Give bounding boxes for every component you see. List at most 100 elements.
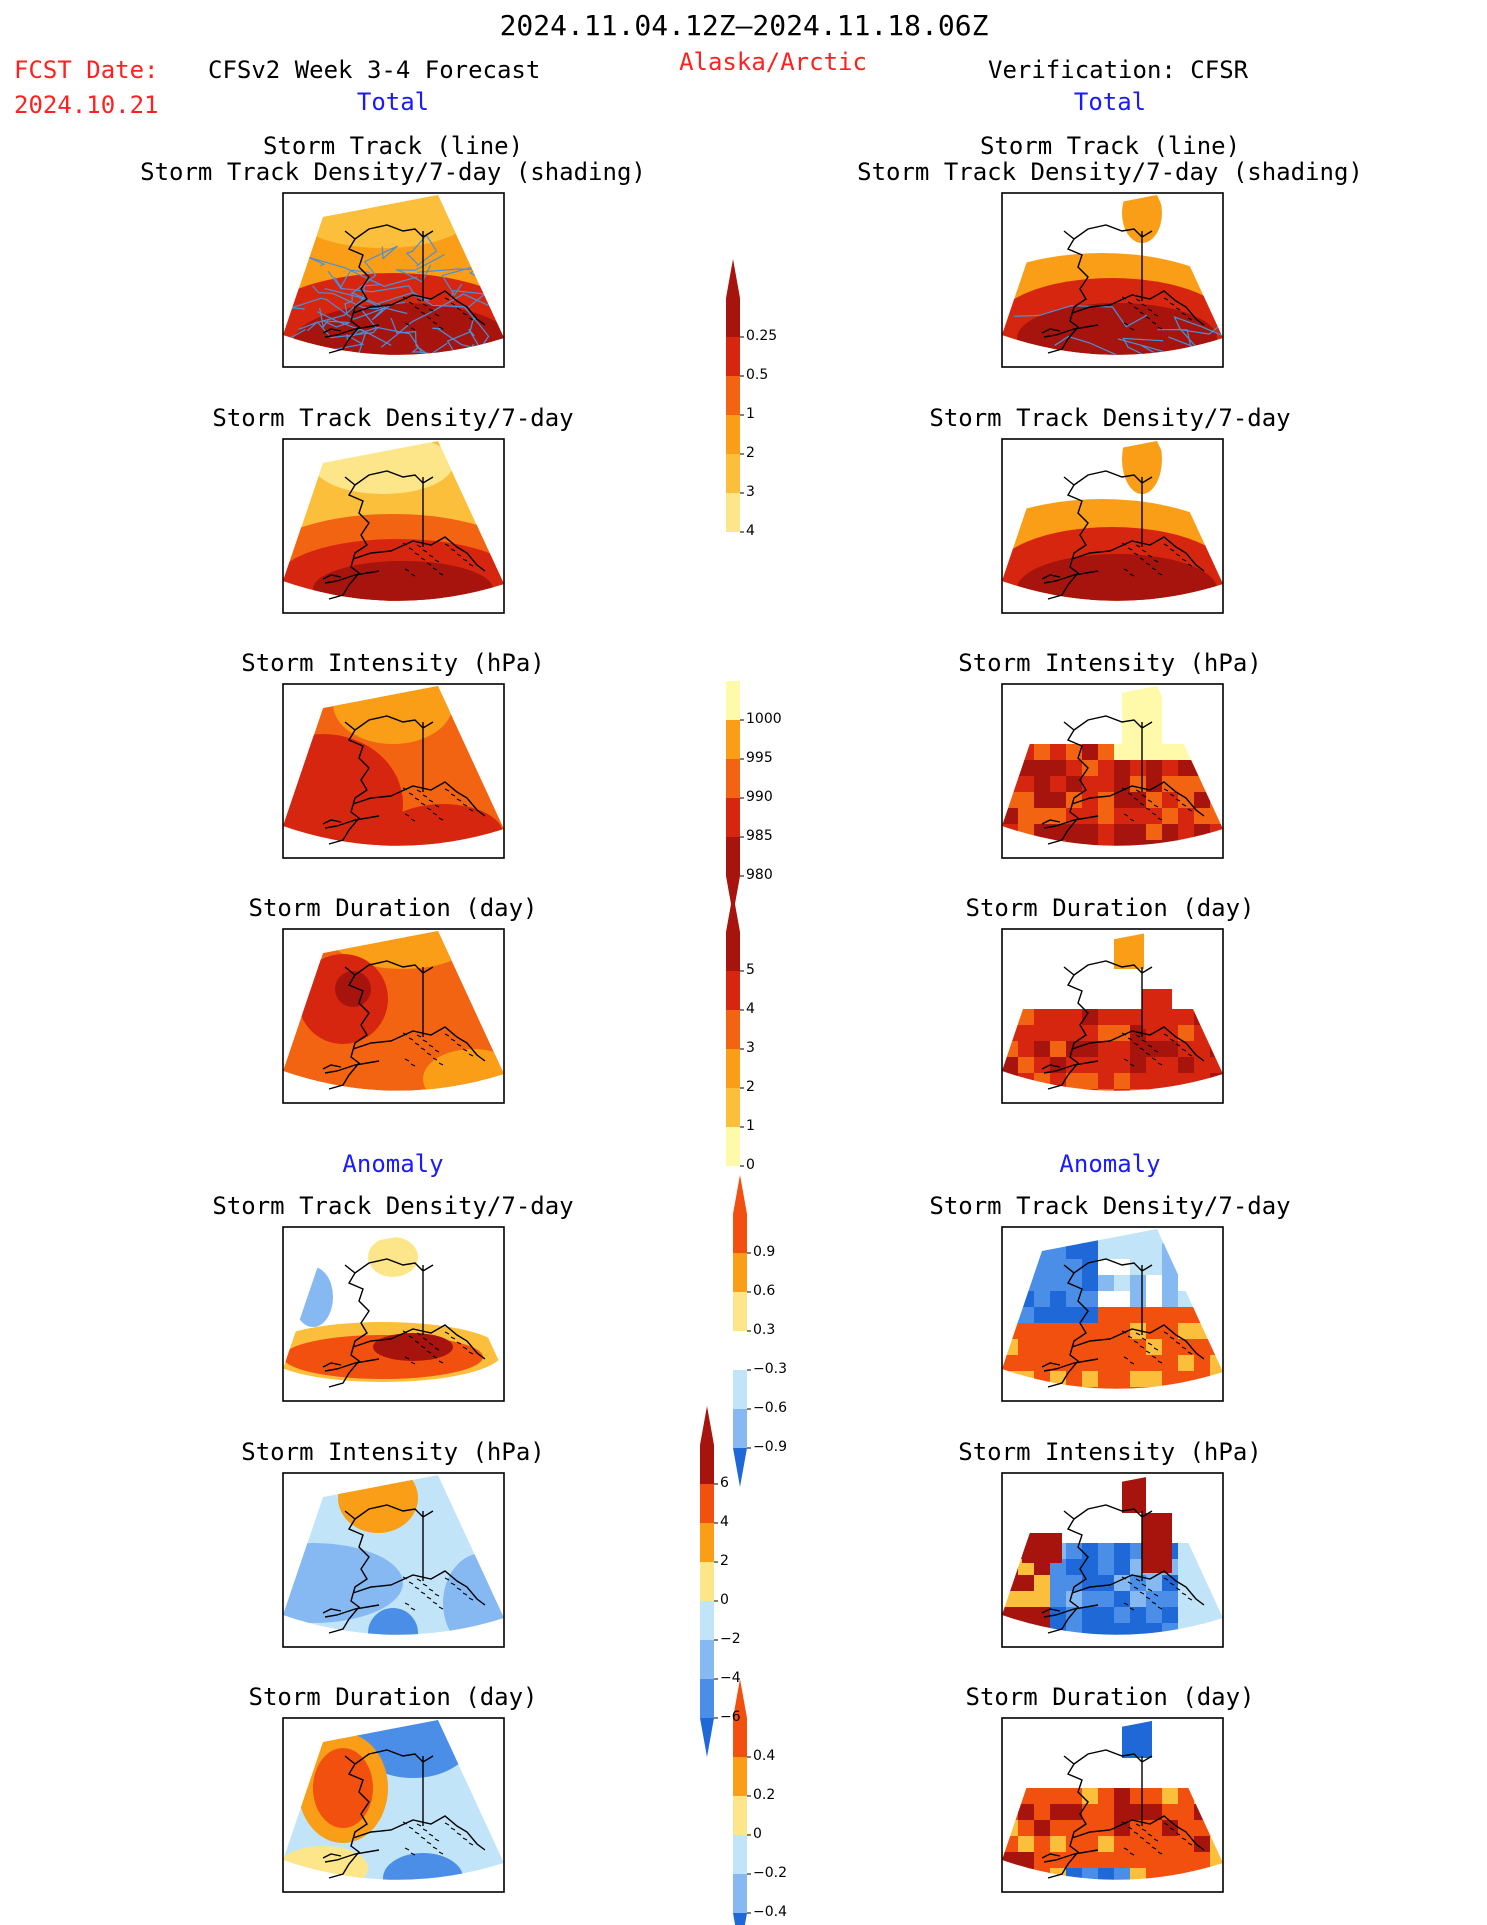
colorbar-segment (726, 493, 740, 532)
colorbar-tick-label: 0.25 (746, 328, 778, 344)
colorbar-intensity (726, 681, 744, 915)
title-l5: Storm Track Density/7-day (212, 1192, 574, 1220)
title-r4: Storm Duration (day) (965, 894, 1255, 922)
title-l1-line: Storm Track (line) (262, 132, 524, 160)
colorbar-segment (726, 1127, 740, 1166)
colorbar-segment (726, 337, 740, 376)
map-verif-density-anom (1001, 1226, 1224, 1402)
colorbar-arrow-top (700, 1406, 714, 1445)
colorbar-tick-label: −4 (720, 1670, 741, 1686)
title-r2: Storm Track Density/7-day (929, 404, 1291, 432)
title-l4: Storm Duration (day) (248, 894, 538, 922)
right-anomaly-label: Anomaly (1059, 1150, 1161, 1178)
colorbar-segment (726, 798, 740, 837)
colorbar-segment (733, 1796, 747, 1835)
date-range-title: 2024.11.04.12Z–2024.11.18.06Z (499, 9, 989, 42)
colorbar-segment (733, 1292, 747, 1331)
colorbar-segment (726, 932, 740, 971)
map-fcst-duration (282, 928, 505, 1104)
title-r5: Storm Track Density/7-day (929, 1192, 1291, 1220)
colorbar-tick-label: 2 (720, 1553, 729, 1569)
colorbar-segment (733, 1835, 747, 1874)
colorbar-segment (700, 1601, 714, 1640)
colorbar-tick-label: 4 (720, 1514, 729, 1530)
colorbar-segment (700, 1445, 714, 1484)
colorbar-tick-label: −0.6 (753, 1400, 787, 1416)
map-verif-density (1001, 438, 1224, 614)
title-l2: Storm Track Density/7-day (212, 404, 574, 432)
colorbar-segment (726, 1010, 740, 1049)
colorbar-tick-label: −0.3 (753, 1361, 787, 1377)
colorbar-tick-label: 4 (746, 1001, 755, 1017)
colorbar-tick-label: 1 (746, 406, 755, 422)
colorbar-segment (733, 1874, 747, 1913)
colorbar-tick-label: −6 (720, 1709, 741, 1725)
map-verif-duration-anom (1001, 1717, 1224, 1893)
colorbar-tick-label: 1 (746, 1118, 755, 1134)
colorbar-tick-label: 0 (753, 1826, 762, 1842)
map-fcst-density (282, 438, 505, 614)
map-fcst-intensity-anom (282, 1472, 505, 1648)
fcst-date: 2024.10.21 (14, 91, 159, 119)
colorbar-segment (733, 1757, 747, 1796)
colorbar-tick-label: 2 (746, 445, 755, 461)
colorbar-segment (726, 454, 740, 493)
colorbar-track-density (726, 259, 744, 533)
colorbar-segment (733, 1331, 747, 1370)
colorbar-tick-label: 4 (746, 523, 755, 539)
colorbar-tick-label: 0.3 (753, 1322, 776, 1338)
colorbar-tick-label: 0 (746, 1157, 755, 1173)
colorbar-segment (726, 837, 740, 876)
colorbar-segment (700, 1562, 714, 1601)
colorbar-segment (726, 1049, 740, 1088)
colorbar-tick-label: 980 (746, 867, 773, 883)
colorbar-tick-label: 0.6 (753, 1283, 776, 1299)
map-verif-intensity (1001, 683, 1224, 859)
colorbar-tick-label: 2 (746, 1079, 755, 1095)
colorbar-tick-label: 990 (746, 789, 773, 805)
colorbar-segment (733, 1253, 747, 1292)
right-total-label: Total (1073, 88, 1147, 116)
colorbar-segment (733, 1214, 747, 1253)
colorbar-tick-label: 0.9 (753, 1244, 776, 1260)
colorbar-segment (726, 298, 740, 337)
colorbar-tick-label: −2 (720, 1631, 741, 1647)
left-anomaly-label: Anomaly (342, 1150, 444, 1178)
colorbar-tick-label: 0.5 (746, 367, 769, 383)
model-title: CFSv2 Week 3-4 Forecast (208, 56, 541, 84)
colorbar-segment (700, 1679, 714, 1718)
colorbar-duration (726, 893, 744, 1167)
colorbar-arrow-top (733, 1679, 747, 1718)
region-title: Alaska/Arctic (679, 48, 867, 76)
colorbar-tick-label: 3 (746, 1040, 755, 1056)
colorbar-segment (726, 759, 740, 798)
map-fcst-intensity (282, 683, 505, 859)
colorbar-tick-label: 0 (720, 1592, 729, 1608)
colorbar-intensity-anomaly (700, 1406, 718, 1757)
colorbar-segment (700, 1484, 714, 1523)
title-l7: Storm Duration (day) (248, 1683, 538, 1711)
colorbar-segment (726, 720, 740, 759)
colorbar-segment (733, 1409, 747, 1448)
map-verif-intensity-anom (1001, 1472, 1224, 1648)
map-fcst-duration-anom (282, 1717, 505, 1893)
colorbar-segment (726, 681, 740, 720)
colorbar-arrow-top (733, 1175, 747, 1214)
colorbar-arrow-bottom (700, 1718, 714, 1757)
colorbar-tick-label: 995 (746, 750, 773, 766)
colorbar-tick-label: 0.2 (753, 1787, 776, 1803)
colorbar-segment (700, 1640, 714, 1679)
colorbar-duration-anomaly (733, 1679, 751, 1925)
title-l6: Storm Intensity (hPa) (241, 1438, 545, 1466)
colorbar-arrow-bottom (733, 1448, 747, 1487)
title-l3: Storm Intensity (hPa) (241, 649, 545, 677)
left-total-label: Total (356, 88, 430, 116)
colorbar-tick-label: 5 (746, 962, 755, 978)
colorbar-tick-label: −0.4 (753, 1904, 787, 1920)
colorbar-segment (700, 1523, 714, 1562)
title-r3: Storm Intensity (hPa) (958, 649, 1262, 677)
map-verif-duration (1001, 928, 1224, 1104)
map-fcst-track (282, 192, 505, 368)
colorbar-tick-label: −0.2 (753, 1865, 787, 1881)
